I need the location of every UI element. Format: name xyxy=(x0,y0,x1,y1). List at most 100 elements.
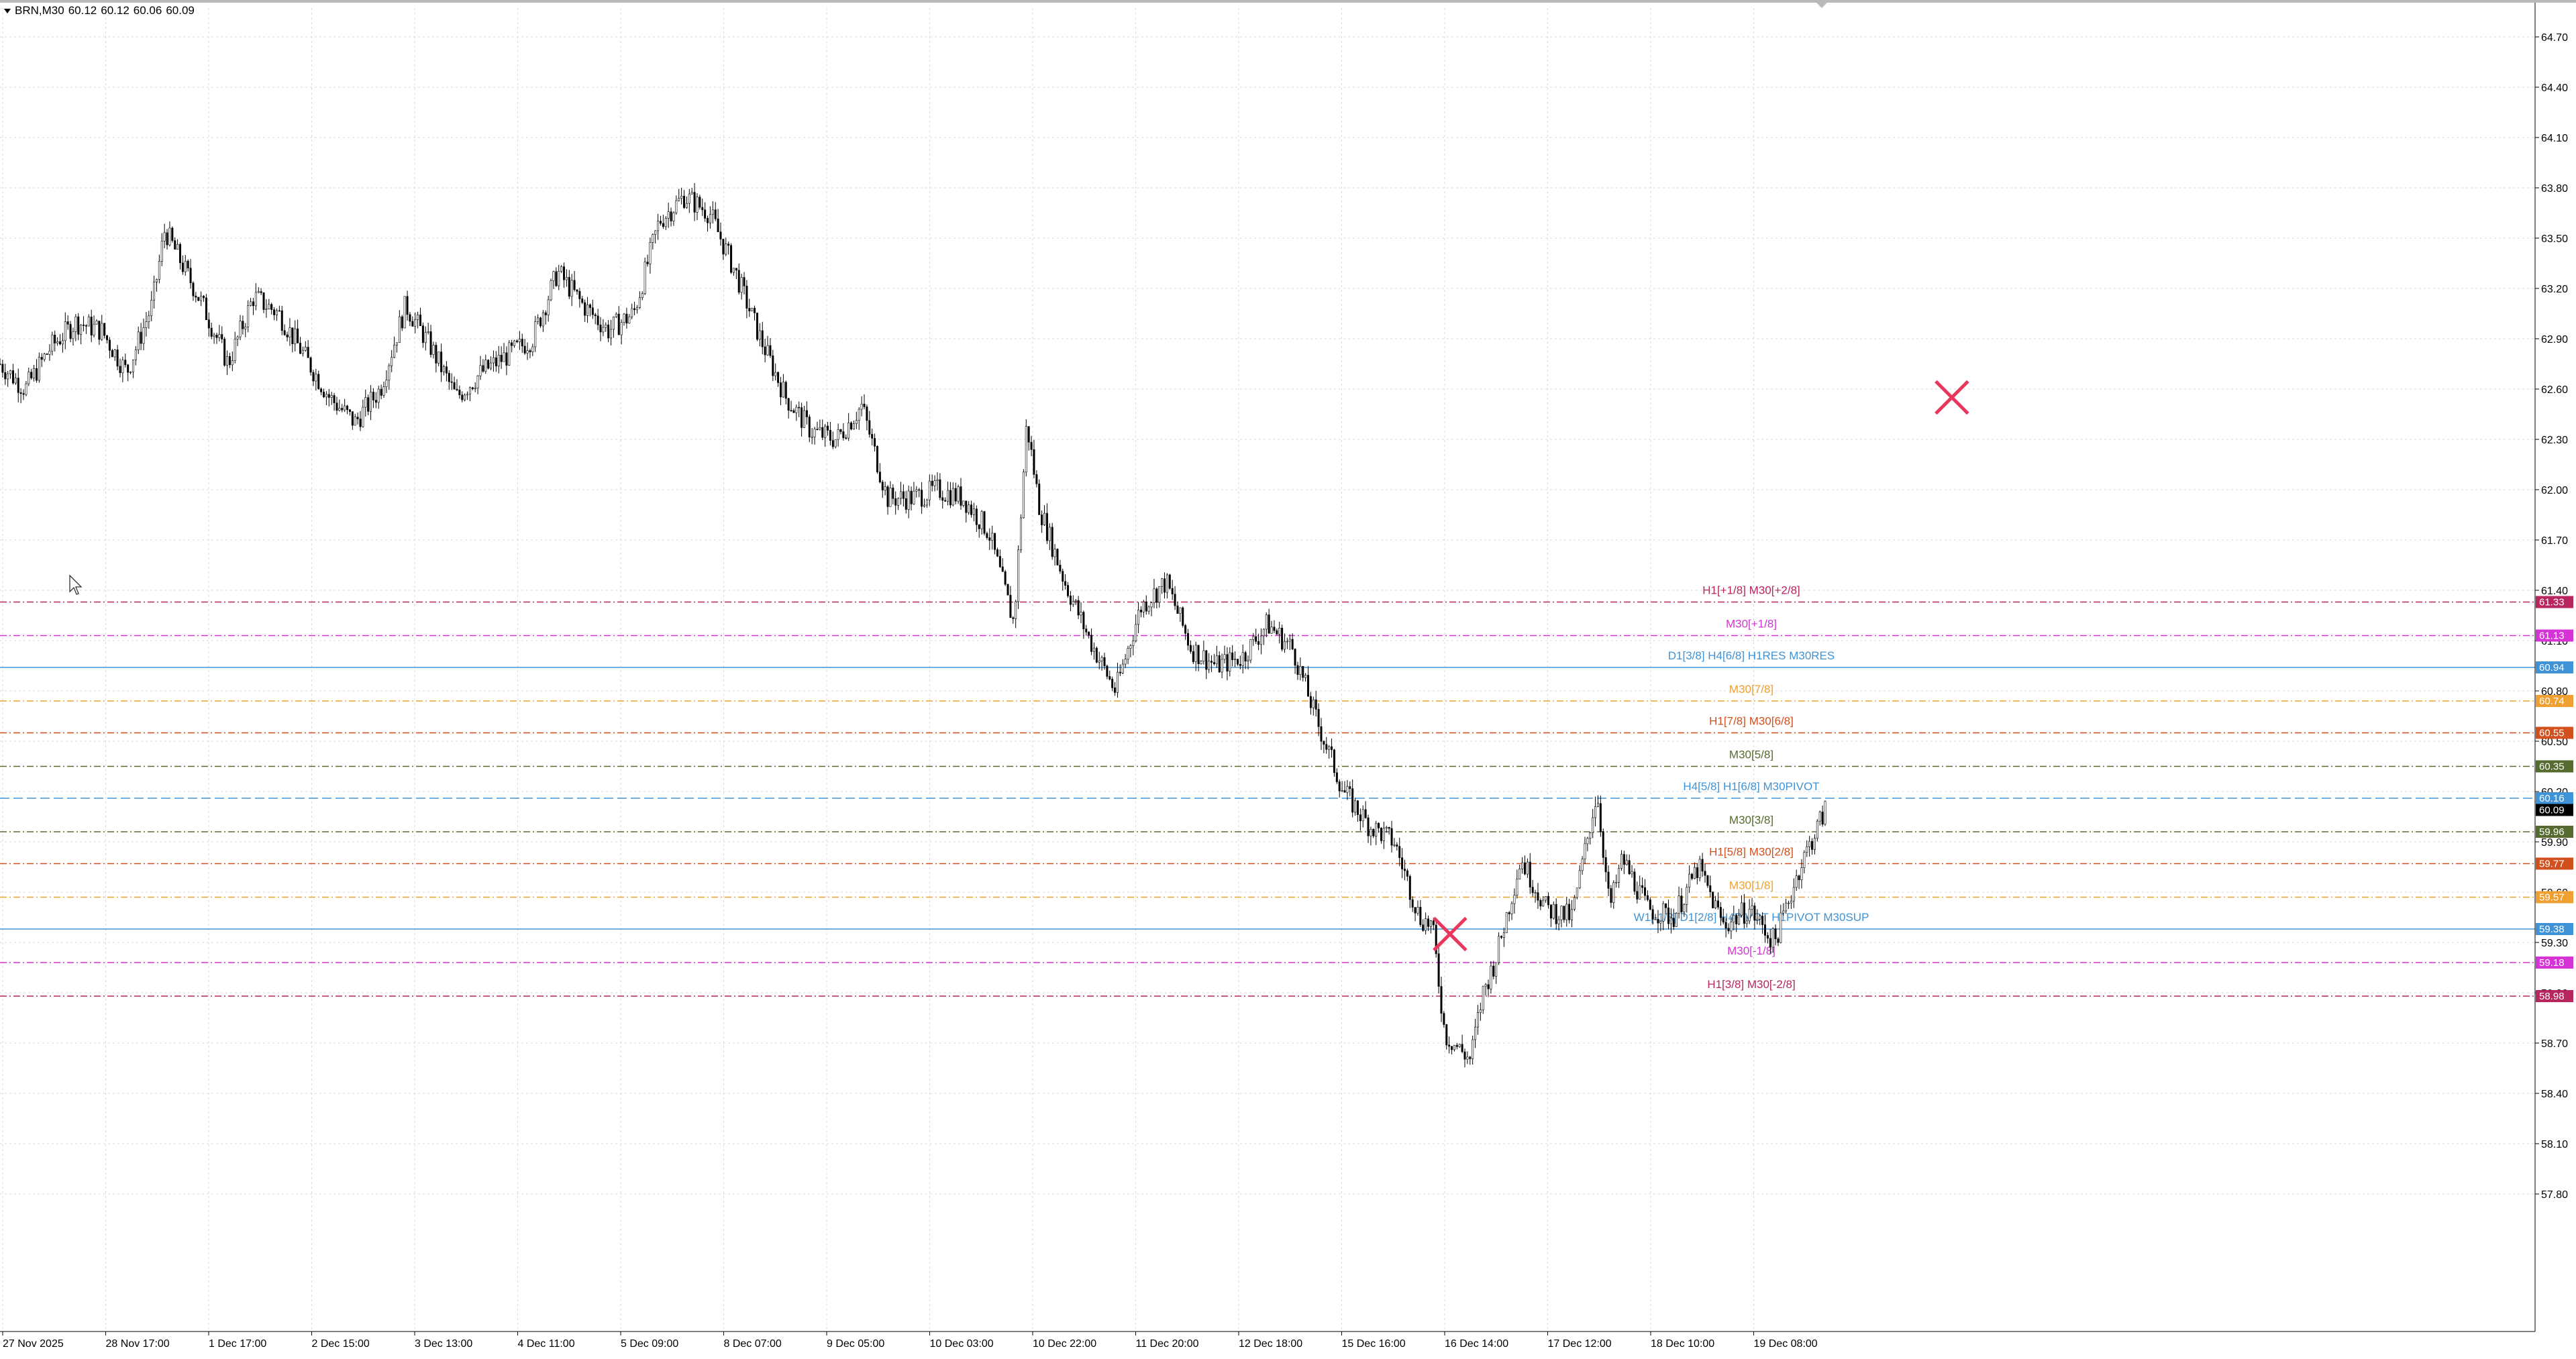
level-label: H1[5/8] M30[2/8] xyxy=(1709,846,1794,859)
candle-body xyxy=(860,403,863,410)
candle-body xyxy=(1733,915,1735,923)
y-tick-label: 63.80 xyxy=(2541,183,2568,195)
candle-body xyxy=(1200,661,1202,665)
candle-body xyxy=(565,277,568,280)
candle-body xyxy=(1312,699,1315,708)
candle-body xyxy=(925,499,928,506)
candle-body xyxy=(1557,919,1560,924)
candle-body xyxy=(878,472,881,482)
price-axis[interactable]: 64.70 64.40 64.10 63.80 63.50 63.20 62.90 62.60… xyxy=(2534,0,2573,1331)
candle-body xyxy=(1062,571,1064,582)
candle-body xyxy=(792,410,795,413)
candle-body xyxy=(1479,1010,1482,1013)
candle-body xyxy=(1774,928,1777,939)
candle-body xyxy=(1748,909,1751,922)
candle-body xyxy=(1709,885,1712,892)
cross-marker-icon[interactable] xyxy=(1433,916,1467,952)
candle-body xyxy=(722,239,725,255)
candle-body xyxy=(187,260,189,268)
candle-body xyxy=(1437,953,1440,987)
candle-body xyxy=(458,390,461,396)
candle-body xyxy=(1604,857,1607,873)
candle-body xyxy=(670,211,672,221)
cross-marker-icon[interactable] xyxy=(1935,380,1969,415)
candle-body xyxy=(594,314,597,317)
candle-body xyxy=(1560,906,1563,920)
symbol-menu-icon[interactable] xyxy=(4,9,11,14)
candle-body xyxy=(957,486,960,502)
candle-body xyxy=(758,330,761,340)
candle-body xyxy=(1539,900,1542,907)
candle-body xyxy=(949,490,951,506)
candle-body xyxy=(1210,661,1213,663)
candle-body xyxy=(1291,639,1294,649)
candle-body xyxy=(127,364,130,373)
candle-body xyxy=(983,511,986,534)
candle-body xyxy=(1158,586,1161,603)
candle-body xyxy=(1644,887,1647,896)
candle-body xyxy=(1092,647,1095,652)
candle-body xyxy=(1315,699,1317,710)
candle-body xyxy=(902,491,905,499)
candle-body xyxy=(333,395,336,403)
x-tick-label: 4 Dec 11:00 xyxy=(518,1338,575,1350)
ohlc-high: 60.12 xyxy=(101,4,130,17)
candle-body xyxy=(1482,985,1484,1010)
candle-body xyxy=(829,430,831,441)
candle-body xyxy=(1443,1013,1445,1025)
candle-body xyxy=(1359,814,1361,822)
candle-body xyxy=(1333,749,1335,773)
candle-body xyxy=(1098,660,1100,663)
candle-body xyxy=(1651,909,1654,920)
candle-body xyxy=(1012,617,1015,619)
candle-body xyxy=(1252,636,1255,640)
candle-body xyxy=(991,533,994,541)
candle-body xyxy=(1516,879,1518,895)
candle-body xyxy=(476,375,479,388)
level-price-tag xyxy=(2536,792,2573,804)
candle-body xyxy=(443,366,446,372)
candle-body xyxy=(1051,527,1053,557)
candle-body xyxy=(1150,602,1153,608)
candle-body xyxy=(482,365,484,372)
candle-body xyxy=(1427,918,1430,927)
candle-body xyxy=(803,410,806,428)
x-tick-label: 27 Nov 2025 xyxy=(3,1338,64,1350)
candle-body xyxy=(1268,614,1270,634)
candle-body xyxy=(737,270,740,293)
candle-body xyxy=(1453,1044,1455,1050)
x-tick-label: 28 Nov 17:00 xyxy=(106,1338,170,1350)
candle-body xyxy=(189,268,192,284)
candle-body xyxy=(1800,867,1803,881)
candle-body xyxy=(1505,912,1508,933)
candle-body xyxy=(168,227,171,246)
candle-body xyxy=(1422,924,1425,931)
level-price-label: 60.55 xyxy=(2539,728,2565,739)
level-label: M30[5/8] xyxy=(1729,749,1773,761)
candle-body xyxy=(317,374,320,390)
candle-body xyxy=(1657,918,1659,924)
candle-body xyxy=(231,360,234,366)
candle-body xyxy=(341,408,344,411)
candle-body xyxy=(868,420,871,435)
candle-body xyxy=(1255,636,1257,642)
symbol-label: BRN,M30 xyxy=(15,4,64,17)
level-price-tag xyxy=(2536,891,2573,904)
candle-body xyxy=(130,372,132,373)
level-price-label: 61.13 xyxy=(2539,631,2565,642)
candle-body xyxy=(1615,881,1618,883)
x-tick-label: 18 Dec 10:00 xyxy=(1651,1338,1714,1350)
candle-body xyxy=(58,341,61,345)
candle-body xyxy=(975,508,978,525)
candle-body xyxy=(1239,663,1241,666)
candle-body xyxy=(667,211,670,219)
level-price-tag xyxy=(2536,857,2573,870)
time-axis[interactable]: 27 Nov 2025 28 Nov 17:00 1 Dec 17:00 2 Dec … xyxy=(0,1331,2535,1350)
candle-body xyxy=(1249,639,1252,661)
candle-body xyxy=(1278,627,1281,635)
candle-body xyxy=(617,313,620,335)
candle-body xyxy=(1192,651,1194,662)
y-tick-label: 61.40 xyxy=(2541,586,2568,597)
